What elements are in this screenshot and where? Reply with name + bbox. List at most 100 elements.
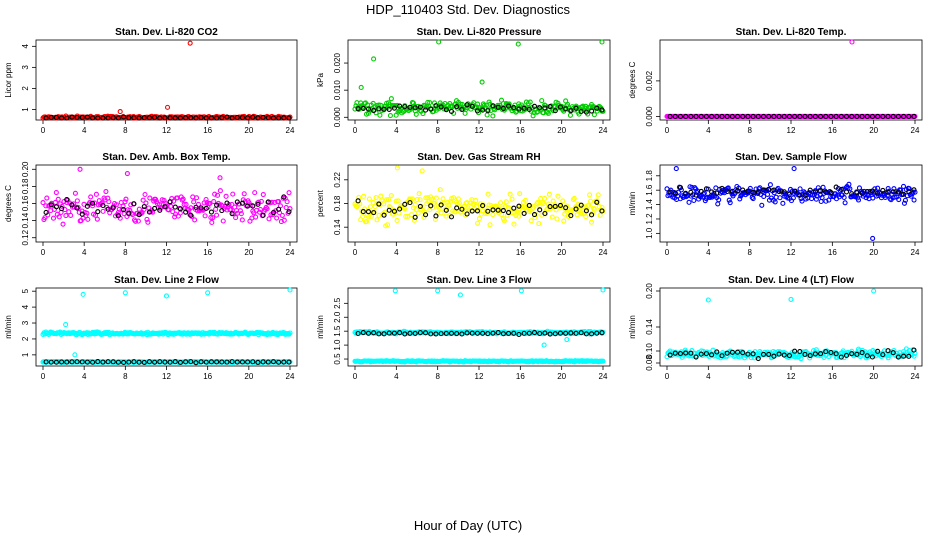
data-point	[484, 112, 490, 118]
highlight-point	[448, 214, 455, 220]
x-tick-label: 8	[747, 372, 752, 381]
outlier-point	[600, 287, 606, 293]
data-point	[575, 201, 581, 207]
outlier-point	[870, 235, 876, 241]
highlight-point	[760, 351, 767, 357]
highlight-point	[797, 349, 803, 355]
data-point	[590, 205, 596, 211]
highlight-point	[402, 104, 408, 110]
x-tick-label: 12	[475, 372, 484, 381]
highlight-point	[869, 354, 876, 360]
x-tick-label: 12	[162, 126, 171, 135]
highlight-point	[281, 194, 287, 200]
data-point	[750, 196, 756, 202]
y-axis-label: Licor ppm	[4, 62, 13, 97]
highlight-point	[131, 115, 137, 121]
highlight-point	[875, 113, 881, 119]
highlight-point	[371, 330, 377, 336]
data-point	[284, 199, 290, 205]
data-point	[412, 202, 418, 208]
highlight-point	[797, 113, 803, 119]
highlight-point	[859, 190, 865, 196]
highlight-point	[521, 210, 527, 216]
x-tick-label: 20	[244, 248, 253, 257]
chart-title: Stan. Dev. Line 2 Flow	[114, 275, 219, 286]
x-tick-label: 0	[665, 126, 670, 135]
data-point	[135, 218, 141, 224]
data-point	[123, 196, 129, 202]
data-point	[56, 214, 62, 220]
y-tick-label: 0.010	[333, 80, 342, 101]
x-tick-label: 16	[828, 248, 837, 257]
highlight-point	[397, 330, 403, 336]
highlight-point	[198, 359, 204, 365]
highlight-point	[229, 115, 235, 121]
highlight-point	[438, 331, 444, 337]
x-tick-label: 16	[516, 372, 525, 381]
highlight-point	[167, 199, 173, 205]
data-point	[122, 199, 128, 205]
data-point	[511, 221, 517, 227]
outlier-point	[791, 166, 797, 172]
x-tick-label: 24	[911, 248, 920, 257]
data-point	[60, 221, 66, 227]
highlight-point	[84, 203, 90, 209]
highlight-point	[270, 359, 277, 365]
data-point	[433, 195, 439, 201]
highlight-point	[750, 189, 756, 195]
highlight-point	[136, 359, 142, 365]
y-tick-label: 0.10	[645, 343, 654, 359]
data-point	[514, 208, 520, 214]
highlight-point	[698, 113, 704, 119]
y-tick-label: 1.6	[645, 184, 654, 196]
highlight-point	[797, 192, 803, 198]
data-point	[203, 196, 209, 203]
data-point	[797, 186, 803, 192]
data-point	[183, 201, 189, 208]
data-point	[286, 190, 292, 196]
data-point	[208, 214, 214, 221]
highlight-point	[490, 207, 496, 213]
data-point	[99, 200, 105, 206]
data-point	[372, 204, 378, 210]
x-tick-label: 20	[869, 126, 878, 135]
highlight-point	[162, 359, 168, 365]
highlight-point	[454, 205, 460, 211]
highlight-point	[276, 206, 282, 212]
highlight-point	[286, 209, 292, 215]
highlight-point	[84, 359, 90, 365]
highlight-point	[270, 210, 277, 216]
highlight-point	[776, 188, 782, 194]
highlight-point	[250, 203, 256, 209]
highlight-point	[818, 113, 824, 119]
highlight-point	[53, 114, 59, 121]
y-tick-label: 5	[21, 288, 30, 293]
x-tick-label: 8	[747, 248, 752, 257]
y-tick-label: 0.20	[21, 161, 30, 177]
data-point	[223, 193, 229, 199]
highlight-point	[281, 115, 287, 121]
data-point	[737, 196, 743, 202]
data-point	[188, 205, 194, 211]
data-point	[193, 195, 200, 201]
highlight-point	[526, 202, 532, 209]
highlight-point	[260, 359, 266, 365]
highlight-point	[709, 189, 715, 195]
highlight-point	[276, 115, 282, 121]
data-point	[238, 211, 244, 217]
data-point	[382, 209, 388, 215]
highlight-point	[110, 205, 116, 211]
data-point	[59, 203, 65, 209]
highlight-point	[729, 188, 735, 194]
highlight-point	[464, 330, 470, 336]
highlight-point	[667, 189, 673, 195]
plot-frame	[347, 287, 611, 367]
highlight-point	[115, 115, 121, 121]
data-point	[414, 197, 420, 203]
data-point	[377, 112, 383, 118]
data-point	[202, 213, 208, 219]
data-point	[777, 195, 783, 201]
highlight-point	[203, 205, 209, 211]
highlight-point	[599, 107, 605, 113]
chart-panel: Stan. Dev. Li-820 Temp. degrees C 0 4 8 12 16 2…	[628, 27, 923, 135]
